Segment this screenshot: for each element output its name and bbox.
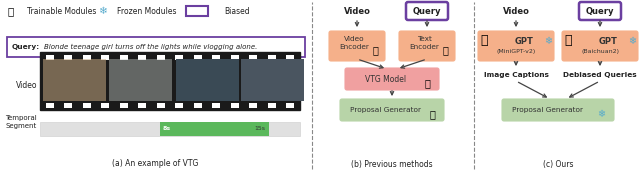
Bar: [120, 55, 128, 60]
Bar: [138, 55, 147, 60]
Bar: [120, 103, 128, 108]
Bar: [43, 59, 106, 101]
Text: 🤖: 🤖: [480, 34, 488, 48]
Text: (MiniGPT-v2): (MiniGPT-v2): [497, 49, 536, 54]
Bar: [46, 55, 54, 60]
Bar: [138, 103, 147, 108]
Bar: [249, 103, 257, 108]
Bar: [101, 55, 109, 60]
FancyBboxPatch shape: [562, 31, 638, 61]
FancyBboxPatch shape: [7, 37, 305, 57]
FancyBboxPatch shape: [406, 2, 448, 20]
Text: (a) An example of VTG: (a) An example of VTG: [112, 160, 198, 168]
Bar: [65, 55, 72, 60]
Text: ❄: ❄: [98, 6, 107, 16]
FancyBboxPatch shape: [579, 2, 621, 20]
Bar: [83, 103, 91, 108]
Text: Video: Video: [502, 6, 529, 15]
Bar: [268, 103, 276, 108]
Bar: [194, 55, 202, 60]
Bar: [159, 122, 269, 136]
Text: Video
Encoder: Video Encoder: [339, 36, 369, 50]
Bar: [175, 103, 183, 108]
Text: Video: Video: [16, 81, 38, 90]
Bar: [241, 59, 304, 101]
Bar: [212, 103, 220, 108]
Text: 🔥: 🔥: [424, 78, 430, 88]
FancyBboxPatch shape: [340, 99, 444, 121]
Text: 🔥: 🔥: [8, 6, 14, 16]
Text: Image Captions: Image Captions: [484, 72, 548, 78]
Text: (Baichuan2): (Baichuan2): [581, 49, 619, 54]
Text: Proposal Generator: Proposal Generator: [351, 107, 422, 113]
Text: 15s: 15s: [255, 126, 266, 132]
Bar: [230, 103, 239, 108]
Text: 8s: 8s: [163, 126, 171, 132]
Bar: [157, 103, 164, 108]
FancyBboxPatch shape: [329, 31, 385, 61]
Bar: [65, 103, 72, 108]
Bar: [175, 55, 183, 60]
Text: GPT: GPT: [515, 38, 533, 46]
Text: Query:: Query:: [12, 44, 40, 50]
Text: Biased: Biased: [224, 6, 250, 15]
Text: 🔥: 🔥: [372, 45, 378, 55]
Text: Temporal
Segment: Temporal Segment: [5, 115, 36, 129]
Bar: [101, 103, 109, 108]
Text: Query: Query: [586, 6, 614, 15]
Bar: [212, 55, 220, 60]
Text: ❄: ❄: [628, 36, 636, 46]
Text: Frozen Modules: Frozen Modules: [117, 6, 177, 15]
Text: (b) Previous methods: (b) Previous methods: [351, 160, 433, 168]
Text: (c) Ours: (c) Ours: [543, 160, 573, 168]
Text: 🔥: 🔥: [429, 109, 435, 119]
FancyBboxPatch shape: [478, 31, 554, 61]
Text: ❄: ❄: [597, 109, 605, 119]
Text: Trainable Modules: Trainable Modules: [27, 6, 97, 15]
Bar: [286, 103, 294, 108]
Text: Video: Video: [344, 6, 371, 15]
Text: Text
Encoder: Text Encoder: [409, 36, 439, 50]
Text: 🤖: 🤖: [564, 34, 572, 48]
Bar: [230, 55, 239, 60]
Bar: [40, 122, 300, 136]
Text: ❄: ❄: [544, 36, 552, 46]
Bar: [286, 55, 294, 60]
Text: 🔥: 🔥: [442, 45, 448, 55]
Bar: [157, 55, 164, 60]
Text: Debiased Queries: Debiased Queries: [563, 72, 637, 78]
Text: Query: Query: [413, 6, 441, 15]
Bar: [268, 55, 276, 60]
Bar: [176, 59, 239, 101]
Text: VTG Model: VTG Model: [365, 74, 406, 84]
FancyBboxPatch shape: [345, 68, 439, 90]
Bar: [249, 55, 257, 60]
Text: Proposal Generator: Proposal Generator: [513, 107, 584, 113]
Text: GPT: GPT: [598, 38, 618, 46]
FancyBboxPatch shape: [502, 99, 614, 121]
Bar: [109, 59, 172, 101]
Text: Blonde teenage girl turns off the lights while vlogging alone.: Blonde teenage girl turns off the lights…: [44, 44, 257, 50]
Bar: [186, 6, 208, 16]
Bar: [83, 55, 91, 60]
FancyBboxPatch shape: [399, 31, 455, 61]
Bar: [40, 52, 300, 110]
Bar: [46, 103, 54, 108]
Bar: [194, 103, 202, 108]
